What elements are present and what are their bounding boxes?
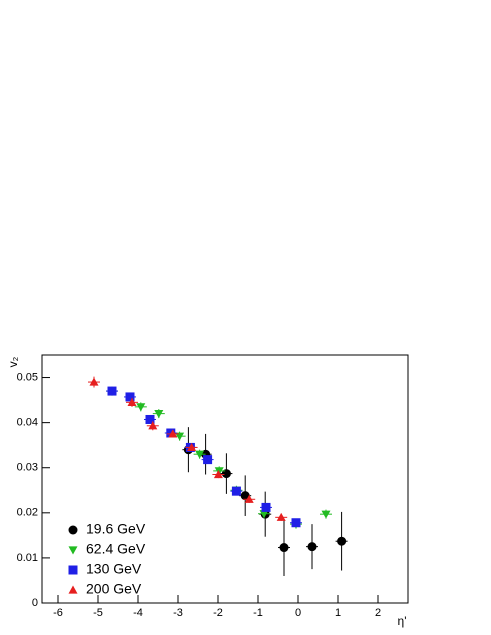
data-point xyxy=(231,486,241,496)
data-point xyxy=(213,469,223,479)
legend-label: 130 GeV xyxy=(86,561,142,577)
data-point xyxy=(276,512,286,521)
data-point xyxy=(240,491,250,501)
legend-marker xyxy=(68,546,78,555)
y-tick-label: 0.05 xyxy=(17,371,38,383)
data-point xyxy=(148,421,158,430)
x-tick-label: -6 xyxy=(53,607,63,619)
data-point xyxy=(175,432,185,441)
data-point xyxy=(127,397,137,406)
data-point xyxy=(107,386,117,396)
data-point xyxy=(259,510,269,519)
x-tick-label: -3 xyxy=(173,607,183,619)
x-tick-label: 1 xyxy=(335,607,341,619)
data-point xyxy=(125,392,135,402)
x-axis-label: η' xyxy=(398,614,407,628)
data-point xyxy=(187,442,197,452)
y-tick-label: 0.01 xyxy=(17,552,38,564)
data-point xyxy=(337,536,347,546)
legend-label: 19.6 GeV xyxy=(86,521,146,537)
legend-label: 62.4 GeV xyxy=(86,541,146,557)
data-point xyxy=(195,450,205,459)
data-point xyxy=(261,502,271,512)
data-point xyxy=(136,403,146,412)
x-tick-label: -2 xyxy=(213,607,223,619)
x-tick-label: 0 xyxy=(295,607,301,619)
data-point xyxy=(154,410,164,419)
data-point xyxy=(321,510,331,519)
legend-marker xyxy=(68,565,78,575)
data-point xyxy=(291,518,301,528)
data-point xyxy=(214,467,224,476)
x-tick-label: -4 xyxy=(133,607,143,619)
legend-label: 200 GeV xyxy=(86,581,142,597)
y-tick-label: 0.04 xyxy=(17,417,38,429)
x-tick-label: -5 xyxy=(93,607,103,619)
y-axis-label: v₂ xyxy=(6,356,20,367)
data-point xyxy=(168,429,178,438)
legend-marker xyxy=(68,525,78,535)
plot-frame xyxy=(41,354,409,604)
y-tick-label: 0.03 xyxy=(17,462,38,474)
data-point xyxy=(166,428,176,438)
data-point xyxy=(279,543,289,553)
data-point xyxy=(244,494,254,503)
x-tick-label: -1 xyxy=(253,607,263,619)
data-point xyxy=(89,377,99,386)
y-tick-label: 0 xyxy=(32,597,38,609)
data-point xyxy=(307,542,317,552)
data-point xyxy=(203,455,213,465)
legend-marker xyxy=(68,585,78,594)
y-tick-label: 0.02 xyxy=(17,507,38,519)
data-point xyxy=(145,414,155,424)
x-tick-label: 2 xyxy=(375,607,381,619)
